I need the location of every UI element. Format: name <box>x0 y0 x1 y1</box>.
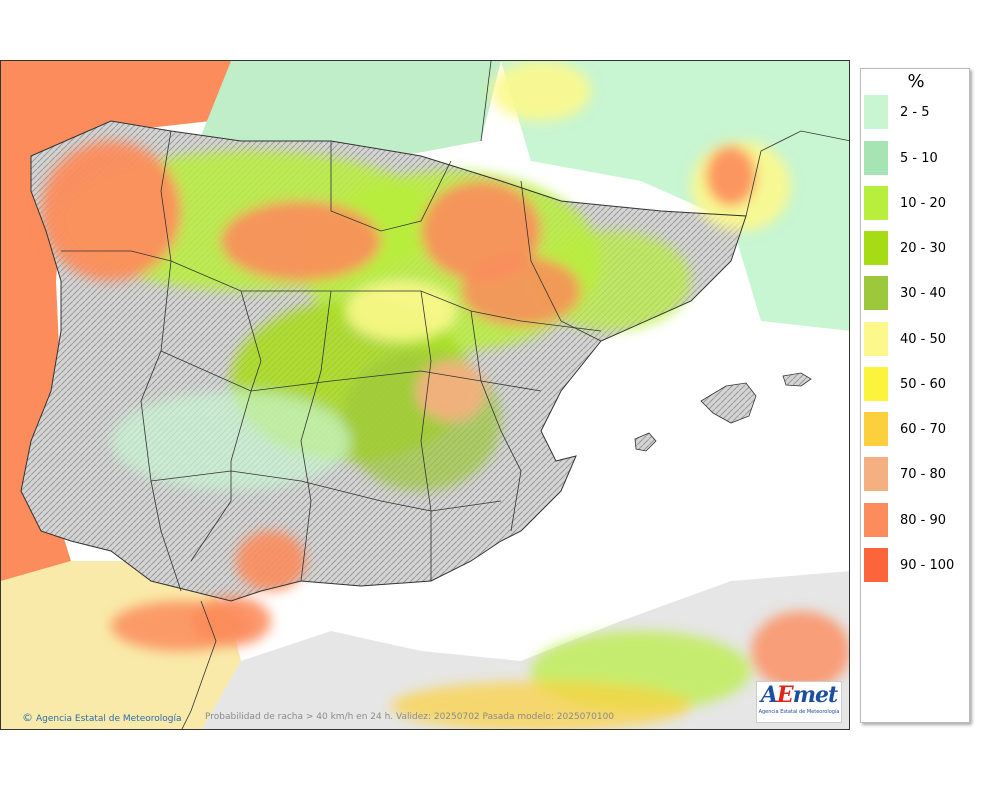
legend-item: 70 - 80 <box>864 457 969 491</box>
legend-swatch <box>864 457 888 491</box>
legend-swatch <box>864 276 888 310</box>
region-borders <box>61 61 849 729</box>
legend-swatch <box>864 367 888 401</box>
bay-of-biscay <box>201 61 501 156</box>
mallorca-island <box>700 382 757 424</box>
legend-item: 90 - 100 <box>864 548 969 582</box>
legend-swatch <box>864 141 888 175</box>
logo-subtitle: Agencia Estatal de Meteorología <box>758 709 840 715</box>
legend-item: 5 - 10 <box>864 141 969 175</box>
legend-item: 80 - 90 <box>864 503 969 537</box>
legend: % 2 - 5 5 - 10 10 - 20 20 - 30 30 - 40 4… <box>860 68 970 723</box>
legend-swatch <box>864 95 888 129</box>
logo-brand: AEmet <box>760 682 838 708</box>
legend-swatch <box>864 186 888 220</box>
menorca-island <box>782 372 812 387</box>
legend-swatch <box>864 412 888 446</box>
legend-item: 40 - 50 <box>864 322 969 356</box>
legend-swatch <box>864 322 888 356</box>
map-caption: Probabilidad de racha > 40 km/h en 24 h.… <box>205 712 615 722</box>
probability-fields <box>41 61 849 729</box>
legend-swatch <box>864 503 888 537</box>
aemet-logo[interactable]: AEmet Agencia Estatal de Meteorología <box>756 681 842 723</box>
legend-unit: % <box>907 71 925 92</box>
coastline <box>20 120 747 602</box>
credit-text[interactable]: © Agencia Estatal de Meteorología <box>22 711 182 724</box>
ibiza-island <box>634 432 657 452</box>
legend-swatch <box>864 548 888 582</box>
credit-label: Agencia Estatal de Meteorología <box>36 714 182 724</box>
legend-item: 10 - 20 <box>864 186 969 220</box>
copyright-icon: © <box>22 711 33 724</box>
legend-swatch <box>864 231 888 265</box>
legend-item: 60 - 70 <box>864 412 969 446</box>
gulf-of-lion <box>501 61 849 331</box>
legend-item: 2 - 5 <box>864 95 969 129</box>
legend-item: 20 - 30 <box>864 231 969 265</box>
map-canvas <box>1 61 849 729</box>
legend-item: 50 - 60 <box>864 367 969 401</box>
probability-map <box>0 60 850 730</box>
legend-item: 30 - 40 <box>864 276 969 310</box>
